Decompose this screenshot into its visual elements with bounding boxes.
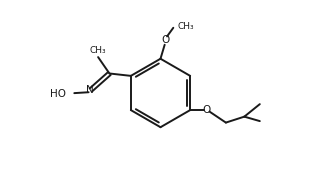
Text: HO: HO	[50, 89, 66, 99]
Text: N: N	[86, 86, 94, 95]
Text: CH₃: CH₃	[178, 22, 195, 31]
Text: O: O	[203, 105, 211, 115]
Text: O: O	[162, 35, 170, 45]
Text: CH₃: CH₃	[90, 46, 107, 55]
